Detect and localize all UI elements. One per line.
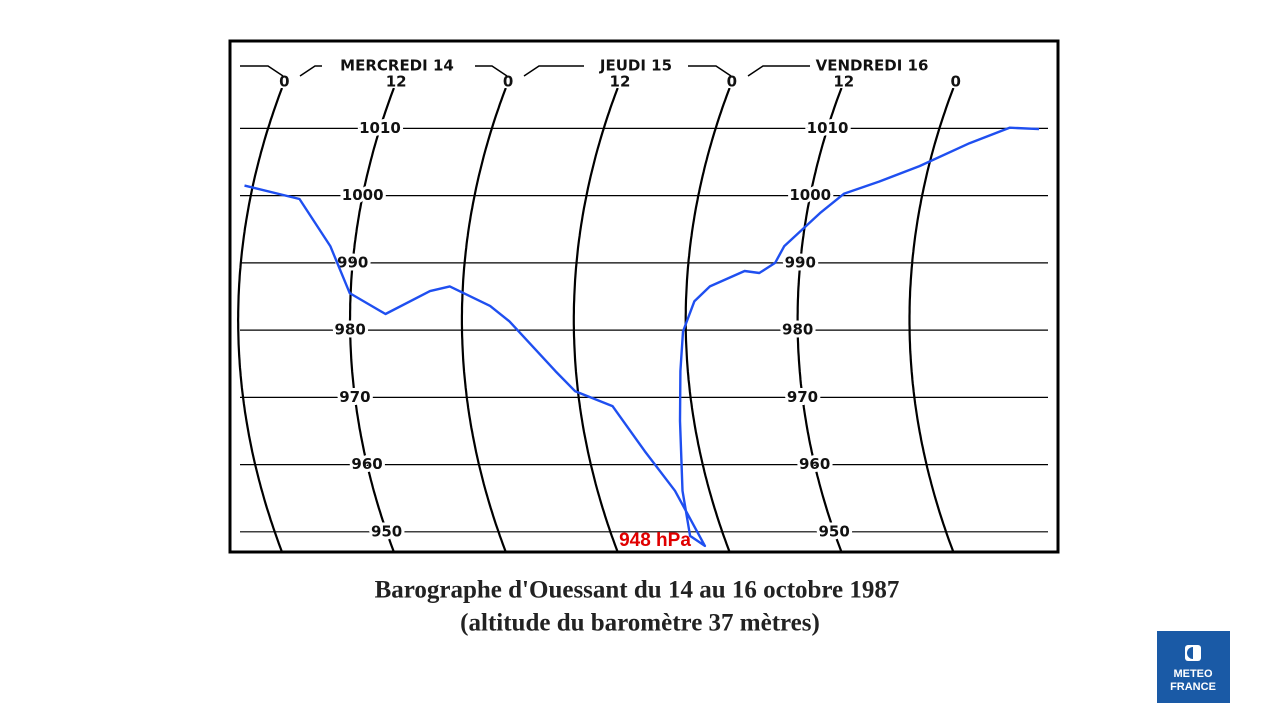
day-brackets xyxy=(240,65,810,77)
y-tick-label: 950 xyxy=(819,522,850,540)
time-arc xyxy=(572,88,619,552)
y-tick-label: 980 xyxy=(334,321,365,339)
plot-area xyxy=(236,88,1048,552)
y-tick-label: 960 xyxy=(799,455,830,473)
time-arc xyxy=(460,88,507,552)
y-tick-label: 970 xyxy=(339,388,370,406)
y-tick-label: 1000 xyxy=(342,186,384,204)
x-tick-label: 0 xyxy=(503,73,513,91)
caption: Barographe d'Ouessant du 14 au 16 octobr… xyxy=(375,577,900,604)
logo-text: FRANCE xyxy=(1170,681,1216,693)
x-tick-label: 12 xyxy=(833,73,854,91)
time-arc xyxy=(236,88,284,552)
time-arc xyxy=(908,88,955,552)
frame xyxy=(228,39,1060,554)
y-tick-label: 960 xyxy=(351,455,382,473)
x-tick-label: 0 xyxy=(727,73,737,91)
day-label: VENDREDI 16 xyxy=(816,57,929,75)
y-tick-label: 1010 xyxy=(359,119,401,137)
annotation: 948 hPa xyxy=(619,530,691,551)
y-tick-label: 980 xyxy=(782,321,813,339)
labels: 0 12 0 12 0 12 0 950 960 970 980 990 1000 1010 950 960 9… xyxy=(279,73,961,544)
pressure-line xyxy=(244,126,1040,548)
time-arc xyxy=(684,88,731,552)
logo-text: METEO xyxy=(1173,668,1213,680)
y-tick-label: 1000 xyxy=(789,186,831,204)
caption: (altitude du baromètre 37 mètres) xyxy=(460,610,820,637)
time-arc xyxy=(796,88,843,552)
x-tick-label: 0 xyxy=(279,73,289,91)
x-tick-label: 0 xyxy=(950,73,960,91)
time-arc xyxy=(348,88,396,552)
y-tick-label: 950 xyxy=(371,522,402,540)
logo-box xyxy=(1157,631,1230,703)
logo: METEO FRANCE xyxy=(1157,631,1230,703)
day-label: MERCREDI 14 xyxy=(340,57,454,75)
day-label: JEUDI 15 xyxy=(599,57,672,75)
y-tick-label: 990 xyxy=(337,253,368,271)
y-tick-label: 1010 xyxy=(807,119,849,137)
y-tick-label: 970 xyxy=(787,388,818,406)
y-tick-label: 990 xyxy=(785,253,816,271)
x-tick-label: 12 xyxy=(386,73,407,91)
x-tick-label: 12 xyxy=(610,73,631,91)
